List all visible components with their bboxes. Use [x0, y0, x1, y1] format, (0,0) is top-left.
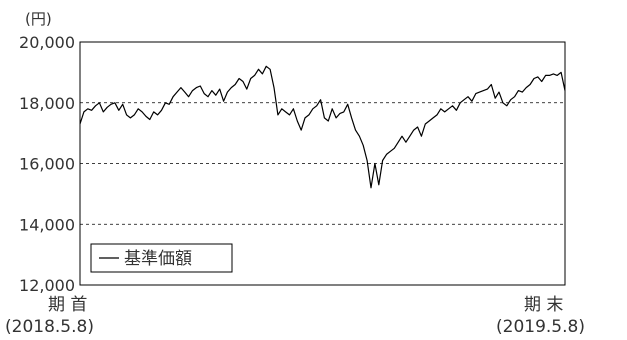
- x-start-date: (2018.5.8): [5, 317, 94, 337]
- y-tick-label: 20,000: [19, 33, 75, 52]
- y-tick-label: 16,000: [19, 155, 75, 174]
- series-line-nav: [79, 65, 566, 189]
- y-tick-labels: 12,000 14,000 16,000 18,000 20,000: [19, 33, 75, 295]
- y-tick-label: 18,000: [19, 94, 75, 113]
- x-end-date: (2019.5.8): [496, 317, 585, 337]
- gridlines: [80, 102, 565, 225]
- series-layer: [79, 65, 566, 189]
- legend: 基準価額: [90, 243, 233, 273]
- legend-label: 基準価額: [124, 249, 192, 269]
- x-end-label: 期 末: [524, 295, 563, 315]
- y-axis-unit-label: (円): [25, 10, 52, 28]
- plot-frame: [79, 41, 566, 286]
- y-tick-label: 12,000: [19, 276, 75, 295]
- x-start-label: 期 首: [48, 295, 87, 315]
- y-tick-label: 14,000: [19, 215, 75, 234]
